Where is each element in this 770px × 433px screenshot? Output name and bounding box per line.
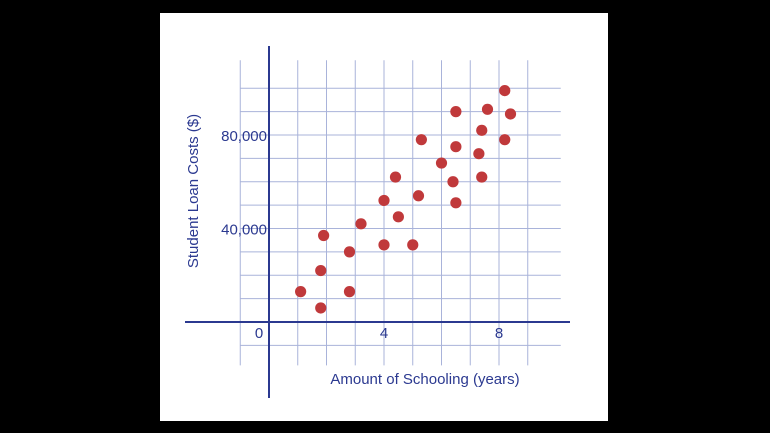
y-axis-label: Student Loan Costs ($) <box>185 114 202 268</box>
data-point <box>476 124 488 136</box>
data-point <box>343 246 356 258</box>
axes <box>185 46 570 398</box>
tick-labels: 0 4 8 40,000 80,000 <box>221 128 503 342</box>
x-tick-label: 4 <box>380 325 388 342</box>
data-point <box>295 286 307 298</box>
data-point <box>435 157 448 169</box>
data-point <box>473 148 485 160</box>
y-tick-label: 40,000 <box>221 222 267 239</box>
data-point <box>407 239 419 251</box>
data-point <box>315 302 327 314</box>
grid <box>239 60 561 366</box>
data-point <box>504 108 517 120</box>
data-point <box>415 134 427 146</box>
data-point <box>343 286 356 298</box>
data-point <box>389 171 402 183</box>
chart-panel: 0 4 8 40,000 80,000 Amount of Schooling (yea… <box>160 13 608 421</box>
data-point <box>355 218 367 230</box>
data-point <box>392 211 404 223</box>
data-point <box>447 176 459 188</box>
data-point <box>450 197 462 209</box>
x-axis-label: Amount of Schooling (years) <box>330 371 519 388</box>
scatter-plot: 0 4 8 40,000 80,000 Amount of Schooling (yea… <box>185 46 570 398</box>
data-point <box>315 264 327 277</box>
data-point <box>499 134 511 146</box>
data-points <box>295 84 517 314</box>
data-point <box>378 194 390 207</box>
data-point <box>450 106 462 118</box>
data-point <box>481 103 494 115</box>
data-point <box>378 239 390 251</box>
data-point <box>318 229 330 242</box>
data-point <box>450 141 462 153</box>
y-tick-label: 80,000 <box>221 128 267 145</box>
data-point <box>476 171 488 183</box>
data-point <box>499 84 511 97</box>
data-point <box>412 190 425 202</box>
x-tick-label: 0 <box>255 325 263 342</box>
x-tick-label: 8 <box>495 325 503 342</box>
